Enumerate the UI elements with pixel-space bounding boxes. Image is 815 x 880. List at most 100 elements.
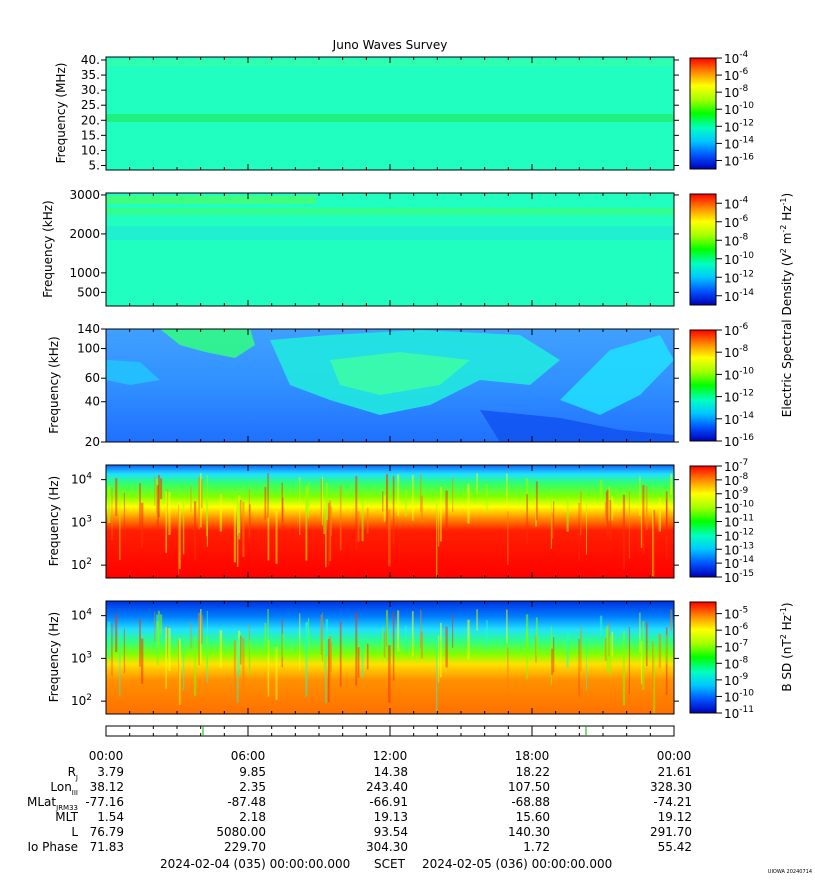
panel-3-colorbar-ticks: 10-6 10-8 10-10 10-12 10-14 10-16 — [716, 322, 754, 449]
panel-3-yaxis: 20 40 60 100 140 — [77, 322, 679, 449]
colorbar-tick-label: 10-8 — [724, 344, 749, 360]
ephemeris-value: 14.38 — [374, 765, 408, 779]
ephemeris-value: 2.35 — [239, 780, 266, 794]
ephemeris-value: -68.88 — [511, 795, 550, 809]
y-tick-label: 104 — [71, 608, 92, 623]
ephemeris-value: 328.30 — [650, 780, 692, 794]
y-tick-label: 30. — [81, 83, 100, 97]
colorbar-tick-label: 10-13 — [724, 541, 754, 557]
colorbar-tick-label: 10-10 — [724, 688, 754, 704]
colorbar-tick-label: 10-8 — [724, 84, 749, 100]
ephemeris-table: 00:00 06:00 12:00 18:00 00:00 RJ 3.79 9.85 14.38… — [27, 749, 692, 854]
y-tick-label: 20. — [81, 113, 100, 127]
time-label: 00:00 — [657, 749, 692, 763]
y-tick-label: 35. — [81, 68, 100, 82]
panel-2-band — [106, 196, 316, 204]
y-tick-base: 10 — [71, 694, 86, 708]
panel-2-band — [106, 208, 674, 215]
panel-3-colorbar — [689, 329, 717, 442]
ephemeris-row-label: RJ — [68, 765, 78, 782]
y-tick-label: 40. — [81, 53, 100, 67]
colorbar-tick-label: 10-8 — [724, 472, 749, 488]
y-tick-label: 104 — [71, 472, 92, 487]
y-tick-base: 10 — [71, 515, 86, 529]
colorbar-tick-label: 10-8 — [724, 232, 749, 248]
panel-4-colorbar — [689, 465, 717, 578]
y-tick-label: 15. — [81, 128, 100, 142]
footer-start-time: 2024-02-04 (035) 00:00:00.000 — [160, 857, 350, 871]
y-tick-label: 102 — [71, 693, 92, 708]
panel-5-colorbar — [689, 601, 717, 714]
y-tick-label: 102 — [71, 557, 92, 572]
time-label: 00:00 — [89, 749, 124, 763]
panel-1-yaxis: 5.10.15.20.25.30.35.40. — [81, 53, 679, 172]
ephemeris-value: 9.85 — [239, 765, 266, 779]
panel-1: 5.10.15.20.25.30.35.40. Frequency (MHz) … — [54, 50, 754, 172]
panel-3-emission — [160, 329, 255, 358]
y-tick-label: 40 — [85, 395, 100, 409]
ephemeris-value: 21.61 — [658, 765, 692, 779]
panel-4-xticks — [105, 465, 675, 578]
colorbar-tick-label: 10-16 — [724, 433, 754, 449]
figure-title: Juno Waves Survey — [332, 38, 448, 52]
panel-3-emission — [330, 352, 470, 395]
ephemeris-row-label: MLT — [55, 810, 78, 824]
panel-3-emission — [106, 360, 160, 385]
y-tick-base: 10 — [71, 651, 86, 665]
y-tick-base: 10 — [71, 473, 86, 487]
panel-2-ylabel: Frequency (kHz) — [41, 200, 55, 297]
footer-end-time: 2024-02-05 (036) 00:00:00.000 — [422, 857, 612, 871]
y-tick-label: 103 — [71, 514, 92, 529]
panel-3-emission — [560, 335, 674, 415]
colorbar-tick-label: 10-10 — [724, 251, 754, 267]
ephemeris-value: 38.12 — [90, 780, 124, 794]
colorbar-tick-label: 10-11 — [724, 514, 754, 530]
y-tick-label: 10. — [81, 143, 100, 157]
colorbar-tick-label: 10-10 — [724, 500, 754, 516]
y-tick-label: 60 — [85, 371, 100, 385]
y-tick-label: 500 — [77, 285, 100, 299]
y-tick-base: 10 — [71, 558, 86, 572]
colorbar-tick-label: 10-7 — [724, 458, 748, 474]
colorbar-tick-label: 10-12 — [724, 269, 754, 285]
ephemeris-value: 1.72 — [523, 840, 550, 854]
panel-4-ylabel: Frequency (Hz) — [47, 476, 61, 567]
colorbar-tick-label: 10-16 — [724, 152, 754, 168]
panel-4-colorbar-ticks: 10-710-810-910-1010-1110-1210-1310-1410-… — [716, 458, 754, 585]
panel-2-xticks — [105, 193, 675, 306]
colorbar-tick-label: 10-6 — [724, 214, 749, 230]
panel-5-yaxis: 102 103 104 — [71, 608, 679, 708]
colorbar-tick-label: 10-5 — [724, 606, 748, 622]
ephemeris-value: -74.21 — [653, 795, 692, 809]
ephemeris-value: 140.30 — [508, 825, 550, 839]
y-tick-label: 103 — [71, 650, 92, 665]
colorbar-tick-label: 10-14 — [724, 555, 754, 571]
panel-5-ylabel: Frequency (Hz) — [47, 612, 61, 703]
panel-3-emission — [480, 410, 674, 442]
ephemeris-value: 3.79 — [97, 765, 124, 779]
ephemeris-value: 229.70 — [224, 840, 266, 854]
panel-1-band — [106, 114, 674, 122]
time-label: 18:00 — [515, 749, 550, 763]
ephemeris-value: 107.50 — [508, 780, 550, 794]
colorbar-tick-label: 10-10 — [724, 366, 754, 382]
ephemeris-value: 243.40 — [366, 780, 408, 794]
y-tick-exponent: 2 — [86, 557, 92, 567]
y-tick-label: 100 — [77, 342, 100, 356]
colorbar-tick-label: 10-7 — [724, 639, 748, 655]
colorbar-tick-label: 10-12 — [724, 118, 754, 134]
panel-1-xticks — [105, 57, 675, 170]
ephemeris-row-label: L — [71, 825, 78, 839]
ephemeris-value: 2.18 — [239, 810, 266, 824]
ephemeris-value: -87.48 — [227, 795, 266, 809]
ephemeris-value: 18.22 — [516, 765, 550, 779]
ephemeris-value: 76.79 — [90, 825, 124, 839]
y-tick-exponent: 3 — [86, 514, 92, 524]
panel-2-band — [106, 226, 674, 240]
y-tick-label: 20 — [85, 435, 100, 449]
colorbar-tick-label: 10-9 — [724, 672, 749, 688]
